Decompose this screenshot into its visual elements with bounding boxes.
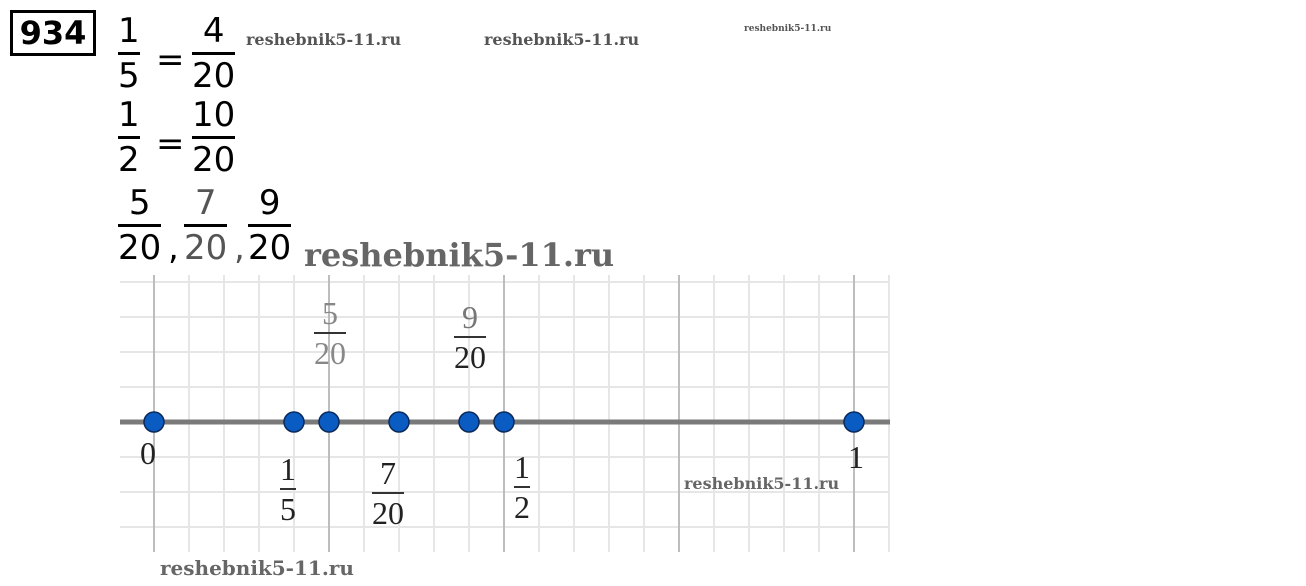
- point: [283, 411, 305, 433]
- fraction-bar: [118, 224, 162, 227]
- fraction-bar: [280, 488, 296, 490]
- numerator: 7: [380, 455, 396, 491]
- comma: ,: [234, 228, 245, 268]
- label-7-20: 7 20: [372, 456, 404, 530]
- denominator: 20: [372, 495, 404, 531]
- fraction-bar: [192, 136, 236, 139]
- numerator: 4: [202, 11, 225, 51]
- denominator: 20: [184, 228, 228, 268]
- point: [843, 411, 865, 433]
- numerator: 9: [258, 183, 281, 223]
- point: [388, 411, 410, 433]
- numerator: 1: [118, 11, 140, 51]
- label-1: 1: [848, 440, 864, 474]
- fraction-bar: [192, 52, 236, 55]
- watermark: reshebnik5-11.ru: [484, 30, 640, 49]
- watermark: reshebnik5-11.ru: [744, 24, 832, 34]
- label-0: 0: [140, 436, 156, 470]
- numerator: 1: [118, 95, 140, 135]
- denominator: 5: [280, 491, 296, 527]
- denominator: 20: [248, 228, 292, 268]
- numerator: 9: [462, 299, 478, 335]
- numerator: 1: [280, 451, 296, 487]
- label-text: 0: [140, 435, 156, 471]
- denominator: 2: [514, 489, 530, 525]
- numerator: 1: [514, 449, 530, 485]
- problem-number: 934: [10, 10, 96, 56]
- numerator: 5: [322, 295, 338, 331]
- denominator: 20: [454, 339, 486, 375]
- fraction: 5 20: [118, 183, 162, 268]
- fraction-bar: [118, 52, 140, 55]
- watermark: reshebnik5-11.ru: [304, 236, 615, 274]
- denominator: 20: [118, 228, 162, 268]
- equals-sign: =: [156, 124, 185, 164]
- denominator: 20: [192, 56, 236, 96]
- numerator: 7: [194, 183, 217, 223]
- label-9-20: 9 20: [454, 300, 486, 374]
- fraction: 9 20: [248, 183, 292, 268]
- fraction: 7 20: [184, 183, 228, 268]
- fraction-bar: [184, 224, 228, 227]
- point: [458, 411, 480, 433]
- fraction: 4 20: [192, 11, 236, 96]
- fraction: 10 20: [192, 95, 236, 180]
- point: [143, 411, 165, 433]
- watermark: reshebnik5-11.ru: [246, 30, 402, 49]
- label-5-20: 5 20: [314, 296, 346, 370]
- equals-sign: =: [156, 40, 185, 80]
- comma: ,: [168, 228, 179, 268]
- watermark: reshebnik5-11.ru: [160, 556, 354, 580]
- fraction-bar: [372, 492, 404, 494]
- fraction-bar: [248, 224, 292, 227]
- fraction-bar: [118, 136, 140, 139]
- numerator: 5: [128, 183, 151, 223]
- point: [318, 411, 340, 433]
- watermark: reshebnik5-11.ru: [684, 474, 840, 493]
- denominator: 2: [118, 140, 140, 180]
- label-text: 1: [848, 439, 864, 475]
- denominator: 20: [314, 335, 346, 371]
- fraction-bar: [514, 486, 530, 488]
- denominator: 20: [192, 140, 236, 180]
- point: [493, 411, 515, 433]
- numerator: 10: [192, 95, 236, 135]
- fraction-bar: [314, 332, 346, 334]
- denominator: 5: [118, 56, 140, 96]
- fraction-bar: [454, 336, 486, 338]
